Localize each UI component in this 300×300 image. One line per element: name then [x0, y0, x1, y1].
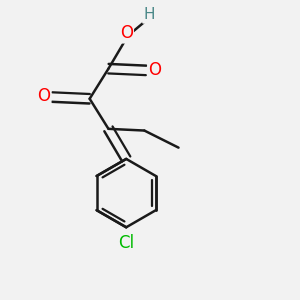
- Text: O: O: [37, 87, 50, 105]
- Text: H: H: [143, 8, 155, 22]
- Text: O: O: [120, 24, 133, 42]
- Text: Cl: Cl: [118, 234, 134, 252]
- Text: O: O: [148, 61, 161, 80]
